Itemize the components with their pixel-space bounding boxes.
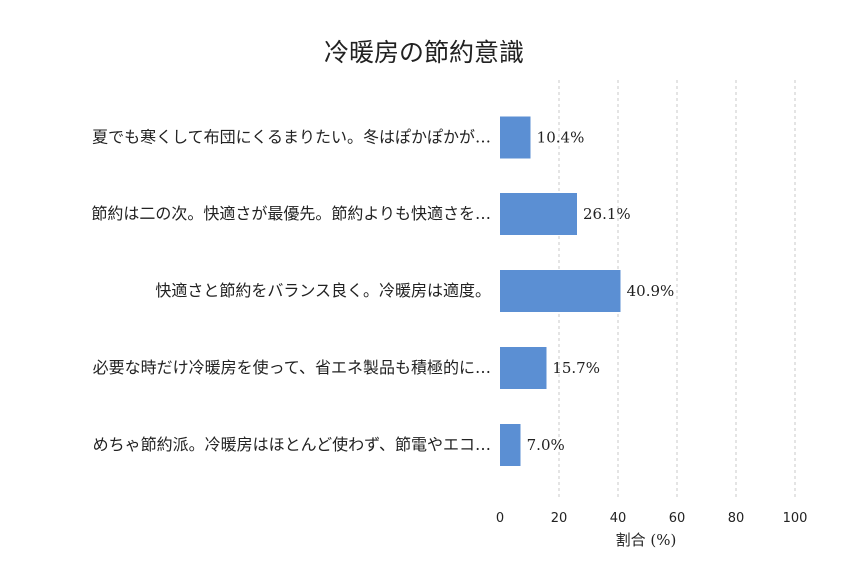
x-tick-label: 0 [496, 511, 504, 526]
category-label: めちゃ節約派。冷暖房はほとんど使わず、節電やエコ… [93, 435, 491, 454]
category-labels: 夏でも寒くして布団にくるまりたい。冬はぽかぽかが… 節約は二の次。快適さが最優先。… [91, 128, 491, 455]
bar [500, 116, 531, 159]
bar [500, 270, 621, 312]
chart-title: 冷暖房の節約意識 [324, 38, 524, 67]
data-label: 7.0% [527, 436, 565, 454]
x-tick-label: 80 [728, 511, 745, 526]
data-label: 15.7% [552, 359, 600, 377]
bar [500, 193, 577, 235]
x-tick-label: 60 [669, 511, 686, 526]
data-label: 40.9% [627, 282, 675, 300]
x-tick-label: 40 [610, 511, 627, 526]
x-tick-label: 20 [551, 511, 568, 526]
data-label: 26.1% [583, 205, 631, 223]
x-tick-label: 100 [783, 511, 808, 526]
x-axis-ticks: 0 20 40 60 80 100 [496, 511, 808, 526]
category-label: 快適さと節約をバランス良く。冷暖房は適度。 [155, 281, 491, 300]
bar [500, 347, 547, 389]
bars [500, 116, 621, 466]
x-axis-label: 割合 (%) [616, 531, 677, 549]
data-labels: 10.4% 26.1% 40.9% 15.7% 7.0% [527, 129, 675, 455]
bar [500, 424, 521, 466]
category-label: 節約は二の次。快適さが最優先。節約よりも快適さを… [91, 204, 491, 223]
category-label: 夏でも寒くして布団にくるまりたい。冬はぽかぽかが… [92, 128, 491, 147]
data-label: 10.4% [537, 129, 585, 147]
category-label: 必要な時だけ冷暖房を使って、省エネ製品も積極的に… [93, 358, 491, 377]
